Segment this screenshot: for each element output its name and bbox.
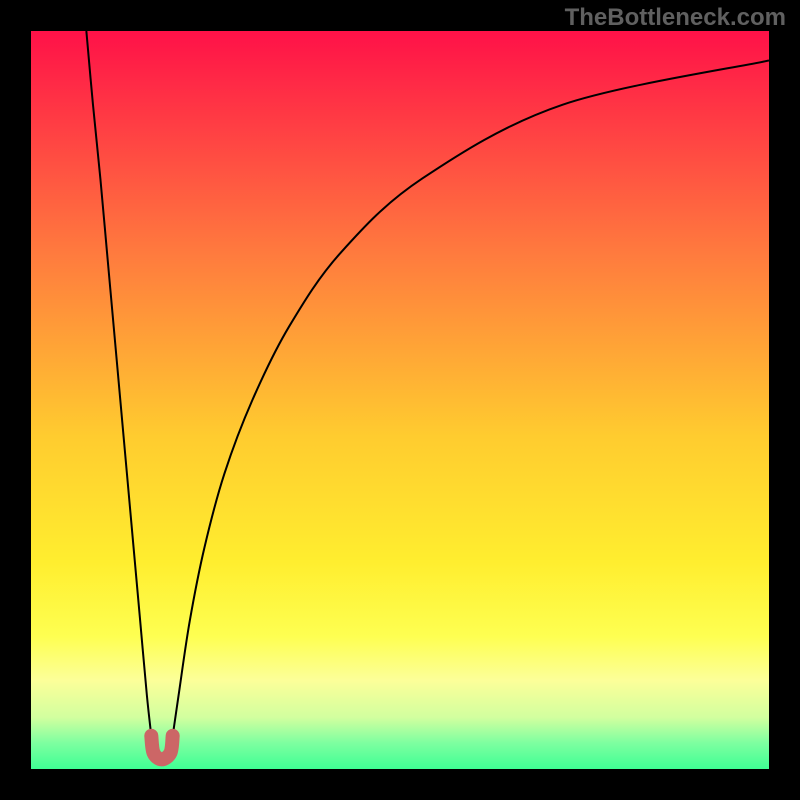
watermark-text: TheBottleneck.com <box>565 4 786 32</box>
plot-area <box>31 31 769 769</box>
plot-svg <box>31 31 769 769</box>
gradient-background <box>31 31 769 769</box>
